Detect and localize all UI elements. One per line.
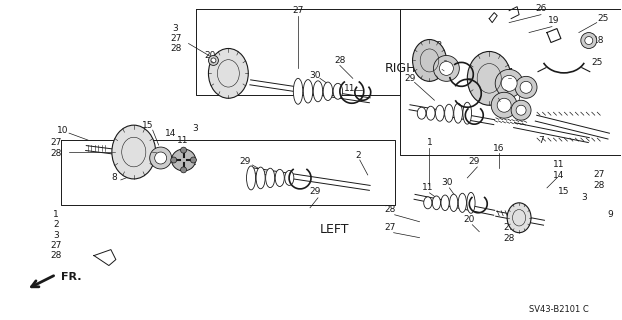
Circle shape [585, 36, 593, 44]
Circle shape [516, 105, 526, 115]
Text: FR.: FR. [61, 273, 81, 283]
Circle shape [180, 167, 187, 173]
Text: RIGHT: RIGHT [384, 62, 424, 75]
Ellipse shape [467, 52, 511, 105]
Text: 29: 29 [239, 157, 251, 166]
Ellipse shape [285, 171, 294, 185]
Text: 24: 24 [514, 81, 525, 90]
Text: 3: 3 [581, 193, 587, 202]
Ellipse shape [294, 78, 303, 104]
Ellipse shape [112, 125, 156, 179]
Text: 23: 23 [439, 58, 450, 67]
Text: 19: 19 [548, 16, 560, 25]
Text: 27: 27 [292, 6, 304, 15]
Ellipse shape [450, 194, 458, 212]
Ellipse shape [412, 40, 447, 81]
Circle shape [491, 92, 517, 118]
Text: 26: 26 [536, 4, 547, 13]
Ellipse shape [445, 104, 453, 122]
Text: 9: 9 [608, 210, 613, 219]
Text: 29: 29 [404, 74, 415, 83]
Circle shape [511, 100, 531, 120]
Ellipse shape [441, 195, 449, 211]
Ellipse shape [458, 193, 466, 212]
Ellipse shape [424, 197, 432, 209]
Text: 14: 14 [165, 129, 176, 138]
Text: 20: 20 [463, 215, 475, 224]
Text: 3: 3 [193, 124, 198, 132]
Text: 16: 16 [493, 144, 505, 153]
Text: 11: 11 [177, 136, 188, 145]
Ellipse shape [427, 106, 435, 120]
Text: 1: 1 [427, 138, 432, 147]
Circle shape [180, 147, 187, 153]
Text: 29: 29 [309, 188, 321, 196]
Text: 30: 30 [442, 179, 453, 188]
Text: 27
28: 27 28 [593, 170, 605, 190]
Circle shape [190, 157, 197, 163]
Ellipse shape [417, 107, 426, 119]
Text: 30: 30 [309, 71, 321, 80]
Circle shape [434, 55, 460, 81]
Circle shape [170, 157, 177, 163]
Text: 22: 22 [432, 41, 443, 50]
Text: 17: 17 [465, 78, 477, 87]
Circle shape [501, 76, 517, 91]
Text: 25: 25 [597, 14, 608, 23]
Text: 11: 11 [422, 183, 434, 192]
Ellipse shape [432, 196, 440, 210]
Text: 28: 28 [334, 56, 346, 65]
Ellipse shape [323, 82, 333, 100]
Text: 3
27
28: 3 27 28 [170, 24, 181, 53]
Circle shape [208, 55, 218, 65]
Circle shape [520, 81, 532, 93]
Ellipse shape [172, 149, 195, 171]
Ellipse shape [435, 105, 444, 121]
Ellipse shape [454, 103, 462, 123]
Circle shape [155, 152, 167, 164]
Circle shape [495, 69, 523, 97]
Circle shape [439, 61, 453, 76]
Text: 27: 27 [384, 223, 396, 232]
Text: 28: 28 [384, 205, 396, 214]
Ellipse shape [304, 80, 313, 103]
Text: 25: 25 [591, 58, 603, 67]
Text: 8: 8 [111, 173, 117, 182]
Circle shape [515, 76, 537, 98]
Text: SV43-B2101 C: SV43-B2101 C [529, 305, 589, 314]
Text: 3
27
28: 3 27 28 [503, 213, 515, 243]
Text: 15: 15 [142, 121, 154, 130]
Text: 10: 10 [57, 126, 69, 135]
Ellipse shape [333, 83, 343, 99]
Ellipse shape [246, 166, 256, 190]
Text: 18: 18 [593, 36, 605, 45]
Text: 7: 7 [538, 136, 544, 145]
Ellipse shape [467, 192, 475, 213]
Ellipse shape [463, 102, 471, 124]
Ellipse shape [256, 167, 265, 189]
Text: 1
2
3
27
28: 1 2 3 27 28 [50, 210, 62, 260]
Circle shape [150, 147, 172, 169]
Text: 2: 2 [355, 150, 361, 160]
Text: LEFT: LEFT [320, 223, 350, 236]
Ellipse shape [275, 169, 284, 187]
Text: 11
14: 11 14 [553, 160, 565, 180]
Circle shape [211, 58, 216, 63]
Text: 29: 29 [468, 157, 480, 166]
Ellipse shape [266, 168, 275, 188]
Text: 15: 15 [558, 188, 570, 196]
Text: 27
28: 27 28 [50, 138, 62, 158]
Circle shape [581, 33, 596, 49]
Text: 20: 20 [205, 51, 216, 60]
Ellipse shape [208, 49, 248, 98]
Ellipse shape [313, 81, 323, 102]
Text: 11: 11 [344, 84, 356, 93]
Text: 21: 21 [503, 68, 515, 77]
Ellipse shape [507, 203, 531, 233]
Circle shape [497, 98, 511, 112]
